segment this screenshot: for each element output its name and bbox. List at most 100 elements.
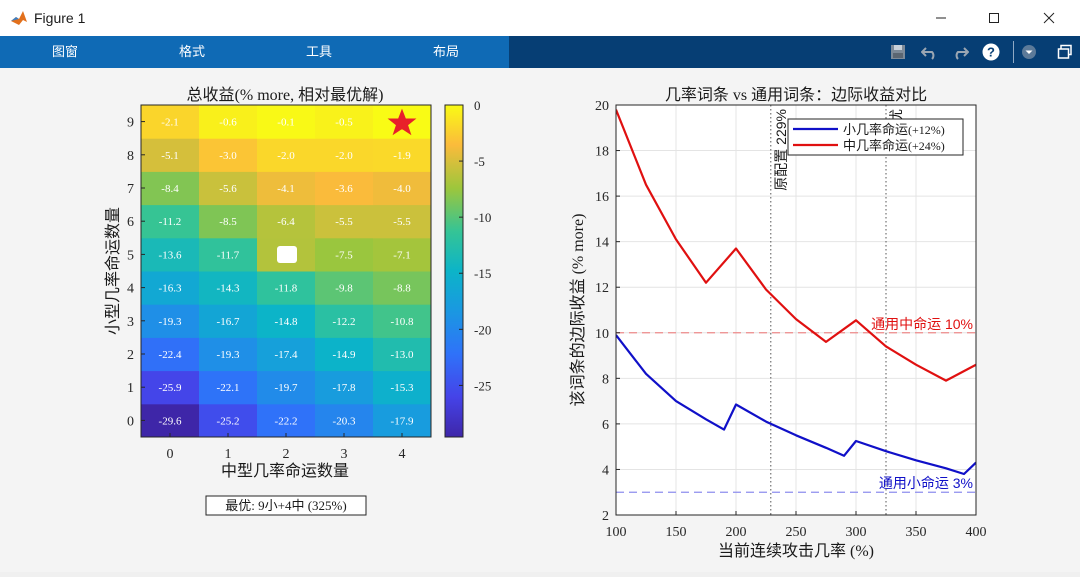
line-chart-ylabel: 该词条的边际收益 (% more) [569, 214, 587, 407]
heatmap-cell-label: -29.6 [159, 415, 182, 427]
heatmap-cell-label: -20.3 [333, 415, 356, 427]
line-ytick-label: 18 [595, 145, 609, 160]
heatmap-cell [199, 237, 258, 272]
legend-label: 中几率命运(+24%) [843, 138, 945, 153]
undock-button[interactable] [1055, 42, 1075, 62]
heatmap-xtick-label: 0 [167, 447, 174, 462]
undo-icon [921, 47, 935, 60]
heatmap-cell-label: -17.9 [391, 415, 414, 427]
colorbar-tick-label: -5 [474, 154, 485, 169]
heatmap-ytick-label: 1 [127, 381, 134, 396]
close-button[interactable] [1026, 0, 1072, 36]
heatmap-cell-label: -7.5 [335, 249, 353, 261]
line-xtick-label: 250 [786, 525, 807, 540]
minimize-button[interactable] [918, 0, 964, 36]
heatmap-cell-label: -19.7 [275, 382, 298, 394]
undo-button[interactable] [920, 42, 940, 62]
heatmap-cell [315, 304, 374, 338]
line-ytick-label: 16 [595, 190, 609, 205]
heatmap-cells [141, 105, 432, 438]
maximize-icon [989, 13, 999, 23]
heatmap-cell [199, 204, 258, 239]
heatmap-cell [141, 403, 200, 438]
line-xtick-label: 150 [666, 525, 687, 540]
heatmap-cell-labels: -29.6 -25.2 -22.2 -20.3 -17.9 -25.9 -22.1 -19.7… [159, 117, 414, 428]
heatmap-cell-label: -10.8 [391, 316, 414, 328]
heatmap-cell [141, 138, 200, 172]
heatmap-cell-label: -2.0 [277, 150, 295, 162]
colorbar-tick-label: -10 [474, 210, 491, 225]
heatmap-cell-label: -14.3 [217, 283, 240, 295]
line-ytick-label: 12 [595, 281, 609, 296]
window-title: Figure 1 [34, 10, 86, 26]
redo-icon [955, 47, 969, 60]
heatmap-cell [373, 271, 432, 305]
series-line [616, 334, 976, 476]
window-titlebar: Figure 1 [0, 0, 1080, 36]
heatmap-cell [141, 370, 200, 405]
heatmap-cell [141, 337, 200, 372]
line-xtick-label: 400 [966, 525, 987, 540]
heatmap-cell-label: -17.4 [275, 349, 298, 361]
heatmap-cell [199, 337, 258, 372]
heatmap-cell [373, 304, 432, 338]
minimize-icon [936, 17, 946, 19]
heatmap-cell [257, 403, 316, 438]
tab-format[interactable]: 格式 [178, 44, 205, 59]
heatmap-cell-label: -5.6 [219, 183, 237, 195]
save-icon [891, 45, 905, 59]
tab-tools[interactable]: 工具 [305, 44, 332, 59]
heatmap-cell [257, 105, 316, 139]
colorbar-tick-label: -25 [474, 378, 491, 393]
heatmap-cell [199, 138, 258, 172]
heatmap-cell-label: -22.4 [159, 349, 182, 361]
heatmap-cell [315, 370, 374, 405]
heatmap-cell-label: -5.5 [335, 216, 353, 228]
heatmap-cell [315, 337, 374, 372]
heatmap-cell-label: -5.1 [161, 150, 178, 162]
heatmap-cell [373, 403, 432, 438]
figure-canvas: 总收益(% more, 相对最优解) -29.6 -25.2 -22.2 -20.3-… [0, 68, 1080, 572]
heatmap-cell [315, 138, 374, 172]
heatmap-cell [373, 171, 432, 206]
line-series [616, 109, 976, 476]
heatmap-cell [315, 171, 374, 206]
heatmap-cell-label: -5.5 [393, 216, 411, 228]
toolstrip-dropdown-button[interactable] [1019, 42, 1039, 62]
heatmap-ytick-label: 7 [127, 182, 134, 197]
heatmap-title: 总收益(% more, 相对最优解) [187, 86, 384, 104]
heatmap-cell [199, 171, 258, 206]
heatmap-cell [141, 204, 200, 239]
heatmap-cell-label: -14.8 [275, 316, 298, 328]
heatmap-cell [257, 370, 316, 405]
heatmap-cell-label: -4.0 [393, 183, 411, 195]
colorbar-tick-label: -15 [474, 266, 491, 281]
heatmap-cell [315, 105, 374, 139]
line-ytick-label: 10 [595, 327, 609, 342]
line-xtick-label: 100 [606, 525, 627, 540]
maximize-button[interactable] [971, 0, 1017, 36]
heatmap-xtick-label: 4 [399, 447, 406, 462]
redo-button[interactable] [950, 42, 970, 62]
toolstrip-separator [1013, 41, 1014, 63]
save-button[interactable] [888, 42, 908, 62]
heatmap-xtick-label: 1 [225, 447, 232, 462]
reference-lines [616, 332, 976, 493]
heatmap-ytick-label: 4 [127, 282, 134, 297]
legend-label: 小几率命运(+12%) [843, 122, 945, 137]
heatmap-cell-label: -8.4 [161, 183, 179, 195]
tab-layout[interactable]: 布局 [432, 44, 459, 59]
heatmap-cell-label: -25.9 [159, 382, 182, 394]
heatmap-cell-label: -8.8 [393, 283, 411, 295]
heatmap-cell-label: -1.9 [393, 150, 411, 162]
heatmap-cell-label: -0.6 [219, 117, 237, 129]
colorbar-tick-label: -20 [474, 322, 491, 337]
colorbar [444, 104, 464, 438]
help-button[interactable]: ? [981, 42, 1001, 62]
heatmap-ytick-label: 5 [127, 248, 134, 263]
heatmap-cell-label: -12.2 [333, 316, 356, 328]
figure-svg: 总收益(% more, 相对最优解) -29.6 -25.2 -22.2 -20.3-… [104, 86, 987, 560]
heatmap-cell-label: -8.5 [219, 216, 237, 228]
heatmap-xlabel: 中型几率命运数量 [221, 462, 349, 480]
tab-figure[interactable]: 图窗 [51, 44, 78, 59]
